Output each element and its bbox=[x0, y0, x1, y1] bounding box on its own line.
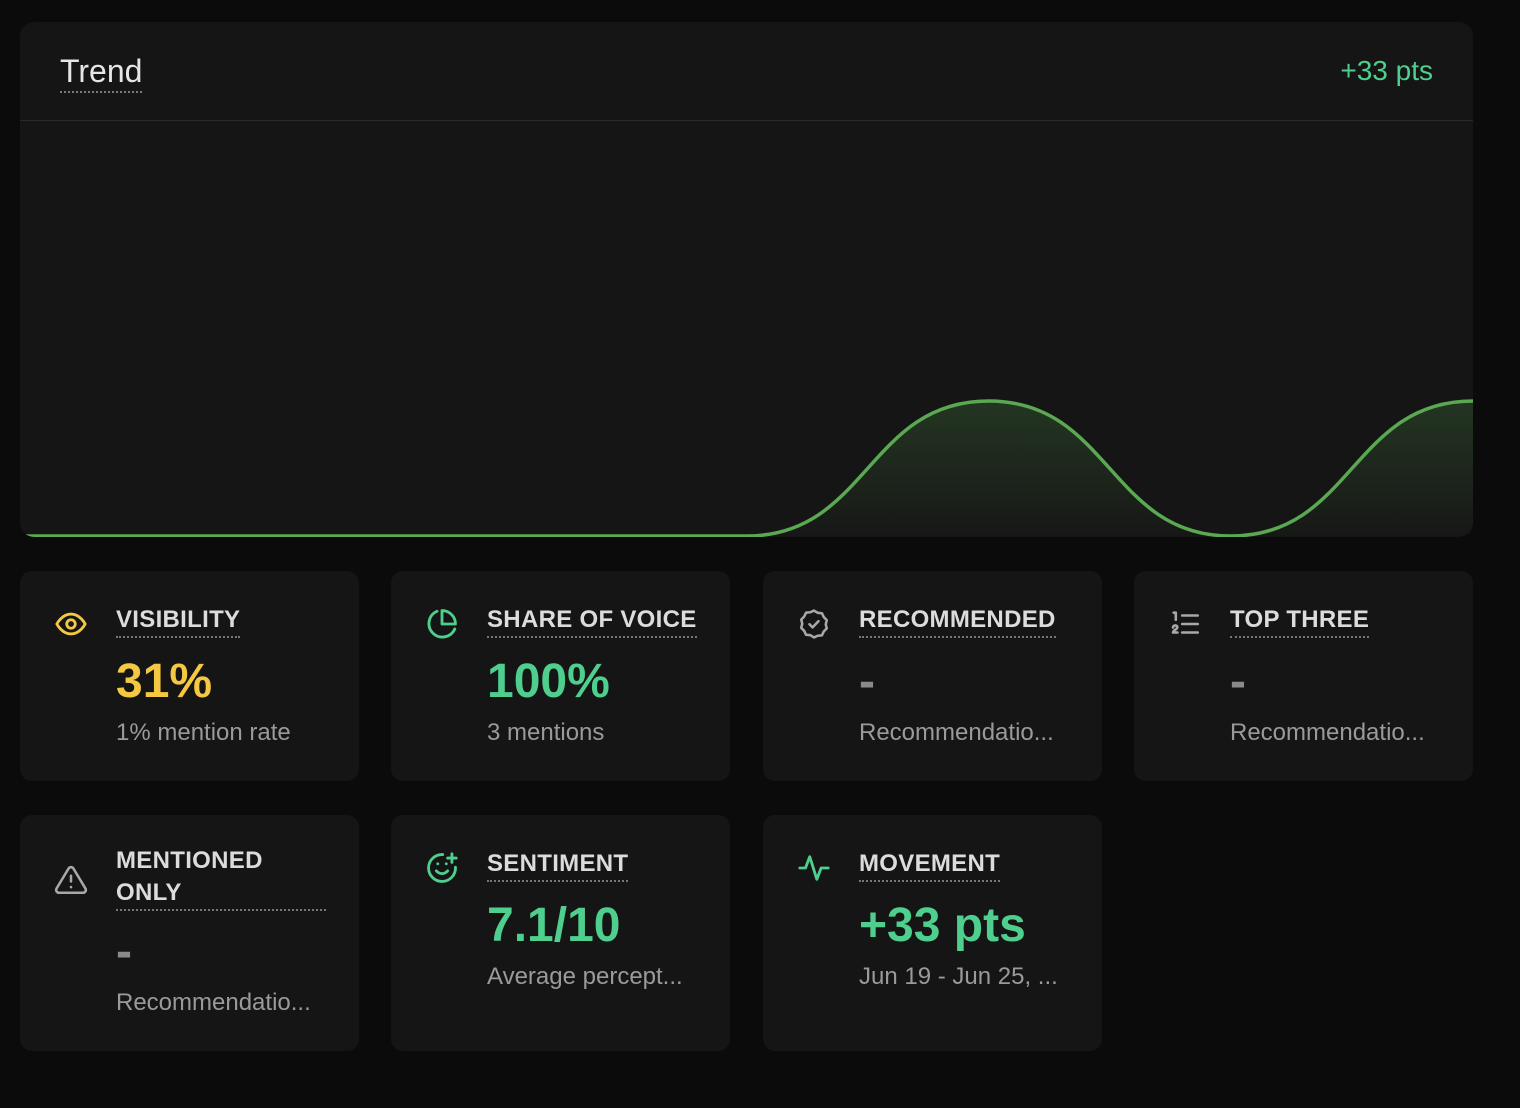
mentioned-only-card: MENTIONED ONLY - Recommendatio... bbox=[20, 815, 359, 1051]
warning-triangle-icon bbox=[54, 863, 88, 897]
recommended-subtext: Recommendatio... bbox=[859, 719, 1054, 746]
mentioned-only-subtext: Recommendatio... bbox=[116, 989, 311, 1016]
top-three-subtext: Recommendatio... bbox=[1230, 719, 1425, 746]
share-of-voice-subtext: 3 mentions bbox=[487, 719, 605, 746]
eye-icon bbox=[54, 607, 88, 641]
trend-chart[interactable] bbox=[20, 121, 1473, 537]
trend-area bbox=[20, 401, 1473, 536]
recommended-card: RECOMMENDED - Recommendatio... bbox=[763, 571, 1102, 781]
badge-check-icon bbox=[797, 607, 831, 641]
mentioned-only-label[interactable]: MENTIONED ONLY bbox=[116, 845, 326, 911]
movement-label[interactable]: MOVEMENT bbox=[859, 848, 1001, 882]
activity-icon bbox=[797, 851, 831, 885]
sentiment-card: SENTIMENT 7.1/10 Average percept... bbox=[391, 815, 730, 1051]
visibility-value: 31% bbox=[116, 655, 213, 708]
visibility-card: VISIBILITY 31% 1% mention rate bbox=[20, 571, 359, 781]
trend-line bbox=[20, 399, 1473, 537]
top-three-card: TOP THREE - Recommendatio... bbox=[1134, 571, 1473, 781]
sentiment-label[interactable]: SENTIMENT bbox=[487, 848, 629, 882]
movement-card: MOVEMENT +33 pts Jun 19 - Jun 25, ... bbox=[763, 815, 1102, 1051]
trend-title[interactable]: Trend bbox=[60, 52, 143, 93]
trend-card: Trend +33 pts bbox=[20, 22, 1473, 537]
pie-chart-icon bbox=[425, 607, 459, 641]
share-of-voice-card: SHARE OF VOICE 100% 3 mentions bbox=[391, 571, 730, 781]
top-three-value: - bbox=[1230, 655, 1246, 708]
share-of-voice-value: 100% bbox=[487, 655, 610, 708]
visibility-subtext: 1% mention rate bbox=[116, 719, 291, 746]
list-ordered-icon bbox=[1168, 607, 1202, 641]
trend-header: Trend +33 pts bbox=[20, 22, 1473, 121]
smile-plus-icon bbox=[425, 851, 459, 885]
movement-value: +33 pts bbox=[859, 899, 1026, 952]
sentiment-value: 7.1/10 bbox=[487, 899, 621, 952]
visibility-label[interactable]: VISIBILITY bbox=[116, 604, 241, 638]
top-three-label[interactable]: TOP THREE bbox=[1230, 604, 1370, 638]
mentioned-only-value: - bbox=[116, 925, 132, 978]
recommended-label[interactable]: RECOMMENDED bbox=[859, 604, 1056, 638]
trend-delta: +33 pts bbox=[1340, 55, 1433, 86]
movement-subtext: Jun 19 - Jun 25, ... bbox=[859, 963, 1058, 990]
mentioned-only-label-line2: ONLY bbox=[116, 879, 182, 906]
trend-points bbox=[20, 401, 1473, 536]
sentiment-subtext: Average percept... bbox=[487, 963, 683, 990]
recommended-value: - bbox=[859, 655, 875, 708]
mentioned-only-label-line1: MENTIONED bbox=[116, 847, 263, 874]
share-of-voice-label[interactable]: SHARE OF VOICE bbox=[487, 604, 697, 638]
